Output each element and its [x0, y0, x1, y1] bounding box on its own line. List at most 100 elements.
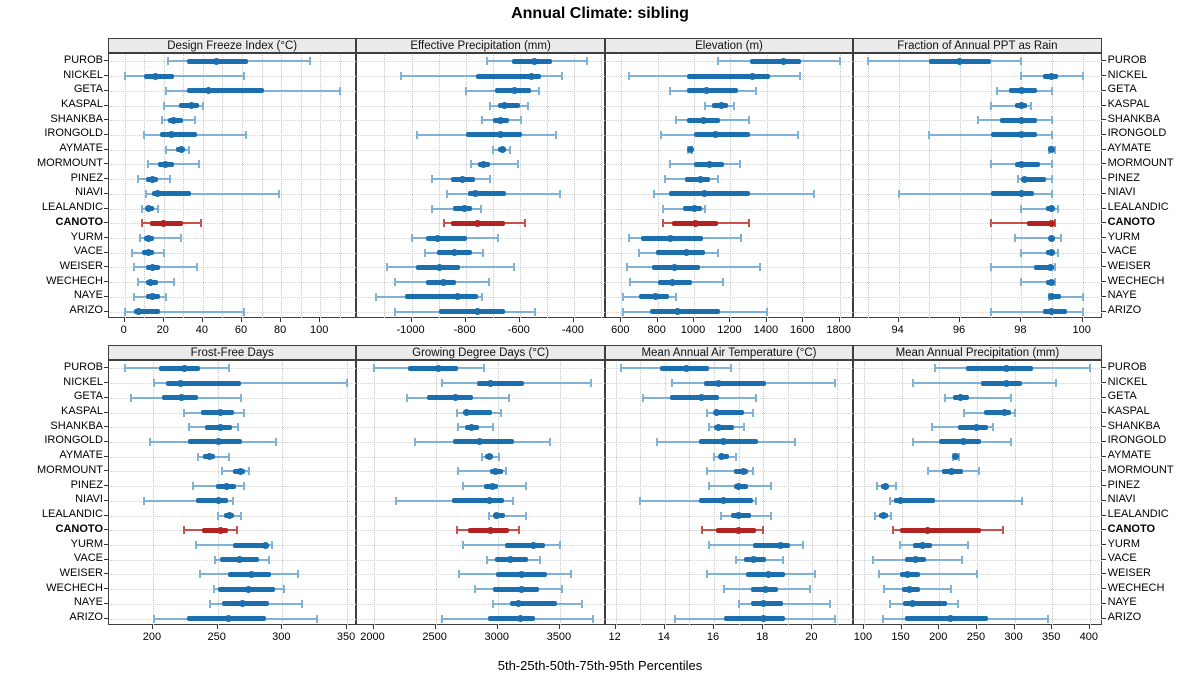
y-axis-tick	[104, 178, 108, 180]
row-guide	[110, 208, 357, 210]
whisker-5-95	[990, 222, 1056, 225]
x-axis-label: 80	[273, 324, 287, 336]
x-axis-label: 600	[611, 324, 630, 336]
whisker-cap-5th	[141, 204, 144, 213]
whisker-cap-95th	[586, 57, 589, 66]
median-dot	[497, 131, 505, 139]
x-axis-tick	[620, 318, 622, 322]
whisker-cap-95th	[742, 423, 745, 432]
box-25-75	[669, 395, 719, 401]
whisker-cap-5th	[166, 57, 169, 66]
median-dot	[236, 556, 244, 564]
gridline	[373, 362, 375, 625]
y-axis-tick	[1101, 544, 1106, 546]
median-dot	[973, 423, 981, 431]
site-label-left-kaspal: KASPAL	[61, 98, 103, 111]
median-dot	[1020, 175, 1028, 183]
site-label-right-naye: NAYE	[1107, 289, 1137, 302]
whisker-cap-95th	[244, 130, 247, 139]
x-axis-label: 40	[195, 324, 208, 336]
median-dot	[215, 438, 223, 446]
whisker-5-95	[738, 602, 830, 605]
y-axis-tick	[1101, 588, 1106, 590]
gridline	[497, 362, 499, 625]
site-label-right-mormount: MORMOUNT	[1107, 463, 1174, 476]
whisker-cap-5th	[989, 219, 992, 228]
x-axis-tick	[693, 318, 695, 322]
box-25-75	[233, 542, 270, 548]
whisker-cap-5th	[139, 234, 142, 243]
box-25-75	[498, 103, 520, 109]
whisker-cap-95th	[703, 204, 706, 213]
whisker-cap-95th	[1054, 145, 1057, 154]
x-axis-label: 14	[657, 631, 670, 643]
median-dot	[1048, 234, 1056, 242]
whisker-5-95	[706, 470, 754, 473]
x-axis-tick	[280, 318, 282, 322]
median-dot	[759, 600, 767, 608]
y-axis-tick	[1101, 104, 1106, 106]
median-dot	[238, 600, 246, 608]
median-dot	[206, 453, 214, 461]
whisker-cap-5th	[708, 423, 711, 432]
panel-effective-precipitation-mm	[356, 53, 605, 318]
box-25-75	[965, 365, 1034, 371]
site-label-right-weiser: WEISER	[1107, 566, 1151, 579]
whisker-cap-5th	[183, 408, 186, 417]
box-25-75	[1050, 294, 1062, 300]
whisker-5-95	[124, 310, 244, 313]
x-axis-tick	[959, 318, 960, 322]
x-axis-label: 200	[929, 631, 948, 643]
whisker-cap-5th	[897, 189, 900, 198]
site-label-left-wechech: WECHECH	[46, 274, 103, 287]
box-25-75	[686, 88, 738, 94]
median-dot	[434, 364, 442, 372]
median-dot	[1048, 146, 1056, 154]
box-25-75	[699, 439, 759, 445]
whisker-cap-95th	[1054, 219, 1057, 228]
gridline	[411, 55, 413, 318]
x-axis-tick	[346, 625, 348, 629]
y-axis-tick	[1101, 281, 1106, 283]
x-axis-tick	[765, 318, 767, 322]
box-25-75	[984, 410, 1011, 416]
y-axis-tick	[1101, 558, 1106, 560]
whisker-5-95	[1015, 237, 1062, 240]
whisker-cap-95th	[242, 307, 245, 316]
median-dot	[528, 72, 536, 80]
panel-strip-header: Elevation (m)	[604, 38, 854, 53]
whisker-cap-95th	[752, 408, 755, 417]
whisker-cap-5th	[700, 526, 703, 535]
whisker-cap-95th	[722, 278, 725, 287]
gridline	[689, 362, 691, 625]
box-25-75	[694, 132, 751, 138]
site-label-left-aymate: AYMATE	[59, 449, 103, 462]
y-axis-tick	[1101, 178, 1106, 180]
gridline	[929, 55, 931, 318]
whisker-cap-5th	[622, 292, 625, 301]
median-dot	[459, 175, 467, 183]
whisker-cap-5th	[183, 526, 186, 535]
x-axis-label: 0	[120, 324, 127, 336]
box-25-75	[980, 380, 1023, 386]
gridline	[163, 55, 165, 318]
row-guide	[110, 282, 357, 284]
whisker-cap-95th	[309, 57, 312, 66]
whisker-cap-95th	[1088, 364, 1091, 373]
whisker-cap-95th	[960, 555, 963, 564]
y-axis-tick	[1101, 426, 1106, 428]
gridline	[1014, 362, 1016, 625]
x-axis-label: 1000	[680, 324, 706, 336]
whisker-cap-5th	[442, 219, 445, 228]
median-dot	[224, 615, 232, 623]
whisker-cap-95th	[801, 541, 804, 550]
median-dot	[881, 482, 889, 490]
whisker-cap-95th	[798, 72, 801, 81]
whisker-cap-95th	[548, 437, 551, 446]
row-guide	[606, 559, 854, 561]
y-axis-tick	[104, 440, 108, 442]
median-dot	[956, 57, 964, 65]
whisker-cap-5th	[456, 423, 459, 432]
gridline	[465, 55, 467, 318]
